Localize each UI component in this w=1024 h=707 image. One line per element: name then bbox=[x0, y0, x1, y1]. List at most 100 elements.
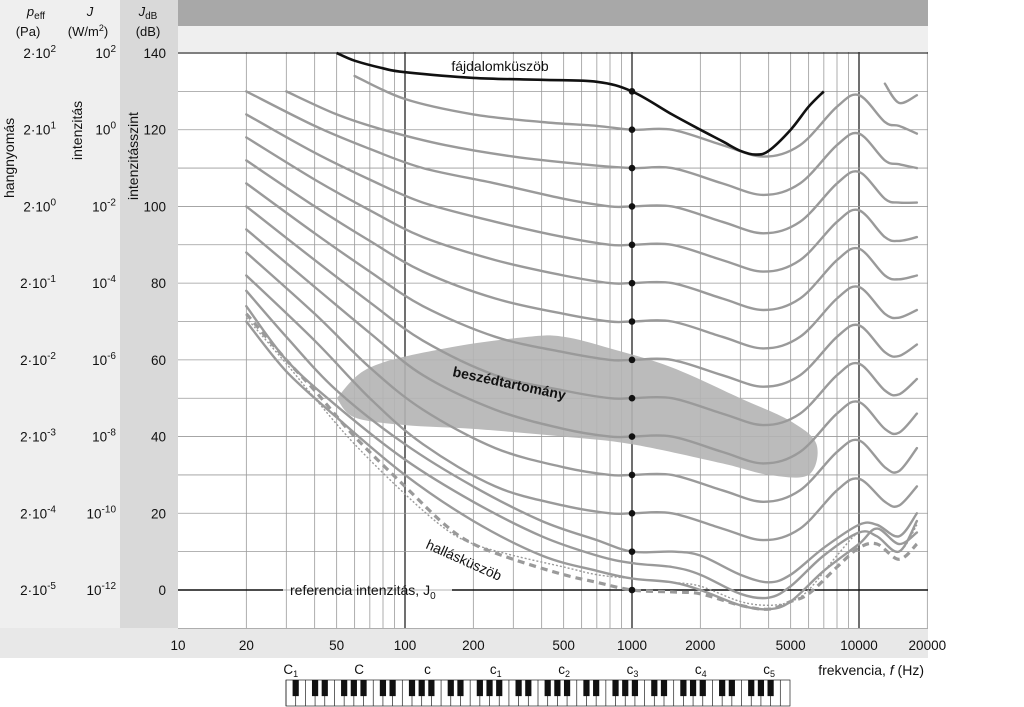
x-tick: 100 bbox=[394, 638, 417, 653]
black-key bbox=[554, 680, 561, 697]
black-key bbox=[728, 680, 735, 697]
black-key bbox=[525, 680, 532, 697]
intensity-label: intenzitás bbox=[69, 101, 85, 160]
black-key bbox=[418, 680, 425, 697]
loudness-curve bbox=[245, 205, 919, 427]
black-key bbox=[428, 680, 435, 697]
axes: peff J JdB(Pa) (W/m2) (dB)hangnyomás intenzit… bbox=[1, 4, 946, 653]
x-tick: 2000 bbox=[685, 638, 715, 653]
reference-dot bbox=[628, 279, 636, 287]
pressure-tick: 2·100 bbox=[23, 197, 56, 214]
black-key bbox=[311, 680, 319, 697]
x-axis-label: frekvencia, f (Hz) bbox=[818, 662, 924, 678]
black-key bbox=[292, 680, 299, 697]
db-unit: (dB) bbox=[136, 24, 161, 39]
black-key bbox=[719, 680, 726, 697]
black-key bbox=[767, 680, 774, 697]
black-key bbox=[350, 680, 357, 697]
reference-dot bbox=[628, 548, 636, 555]
black-key bbox=[583, 680, 590, 697]
piano-keyboard bbox=[285, 679, 791, 707]
db-tick: 100 bbox=[143, 199, 166, 214]
db-tick: 80 bbox=[151, 276, 166, 291]
loudness-curve bbox=[245, 274, 919, 542]
reference-dot bbox=[628, 509, 636, 517]
black-key bbox=[757, 680, 765, 697]
reference-dot bbox=[628, 126, 636, 134]
black-key bbox=[544, 680, 551, 697]
pain-threshold-line bbox=[336, 51, 825, 156]
black-key bbox=[515, 680, 522, 697]
top-gray-bar bbox=[178, 0, 928, 26]
reference-dot bbox=[628, 203, 636, 210]
loudness-curve bbox=[245, 305, 919, 600]
hearing-threshold bbox=[245, 312, 919, 611]
hearing-threshold-dashed bbox=[245, 312, 919, 611]
db-tick: 60 bbox=[151, 353, 166, 368]
black-key bbox=[593, 680, 600, 697]
reference-dot bbox=[628, 394, 636, 402]
db-tick: 40 bbox=[151, 430, 166, 445]
pressure-unit: (Pa) bbox=[16, 24, 41, 39]
x-tick: 10000 bbox=[840, 638, 878, 653]
loudness-curves bbox=[245, 74, 919, 611]
black-key bbox=[389, 680, 396, 697]
black-key bbox=[660, 680, 668, 697]
x-tick: 500 bbox=[552, 638, 575, 653]
pain-threshold bbox=[336, 51, 825, 156]
reference-dots bbox=[628, 88, 636, 594]
black-key bbox=[651, 680, 658, 697]
loudness-curve bbox=[245, 113, 919, 273]
loudness-curve bbox=[245, 90, 919, 235]
note-label: c bbox=[424, 662, 431, 677]
black-key bbox=[360, 680, 367, 697]
note-label: c1 bbox=[490, 662, 502, 679]
speech-region bbox=[336, 335, 818, 478]
note-label: C bbox=[354, 662, 364, 677]
reference-dot bbox=[628, 433, 636, 440]
black-key bbox=[496, 680, 503, 697]
intensity-symbol: J bbox=[86, 4, 94, 19]
reference-dot bbox=[628, 164, 636, 172]
black-key bbox=[622, 680, 629, 697]
db-axis-panel bbox=[120, 0, 178, 628]
reference-dot bbox=[628, 356, 636, 364]
note-label: c4 bbox=[695, 662, 707, 679]
pressure-tick: 2·101 bbox=[23, 121, 56, 138]
db-tick: 140 bbox=[143, 46, 166, 61]
x-tick: 20000 bbox=[909, 638, 947, 653]
black-key bbox=[447, 680, 454, 697]
x-tick: 10 bbox=[170, 638, 185, 653]
reference-dot bbox=[628, 471, 636, 479]
loudness-curve bbox=[883, 82, 919, 105]
intensity-unit: (W/m2) bbox=[68, 23, 108, 39]
db-tick: 120 bbox=[143, 123, 166, 138]
intensity-level-label: intenzitásszint bbox=[125, 112, 141, 200]
loudness-curve bbox=[245, 182, 919, 388]
x-tick: 20 bbox=[239, 638, 254, 653]
loudness-curve bbox=[245, 251, 919, 504]
loudness-curve bbox=[245, 136, 919, 312]
reference-dot bbox=[628, 318, 636, 325]
black-key bbox=[699, 680, 706, 697]
black-key bbox=[379, 680, 387, 697]
loudness-curve bbox=[245, 320, 919, 611]
pain-threshold-label: fájdalomküszöb bbox=[451, 58, 548, 74]
reference-label: referencia intenzitás, J0 bbox=[290, 582, 436, 602]
black-key bbox=[408, 680, 416, 697]
bottom-axis-panel bbox=[0, 628, 928, 658]
black-key bbox=[680, 680, 687, 697]
loudness-curve bbox=[245, 289, 919, 584]
db-tick: 0 bbox=[158, 583, 166, 598]
loudness-curve bbox=[245, 159, 919, 350]
black-key bbox=[321, 680, 328, 697]
loudness-curve bbox=[245, 228, 919, 465]
note-label: c3 bbox=[627, 662, 639, 679]
loudness-curve bbox=[353, 74, 919, 158]
top-light-band bbox=[178, 26, 928, 52]
x-tick: 1000 bbox=[617, 638, 647, 653]
pressure-tick: 2·102 bbox=[23, 44, 56, 61]
speech-area bbox=[336, 335, 818, 478]
